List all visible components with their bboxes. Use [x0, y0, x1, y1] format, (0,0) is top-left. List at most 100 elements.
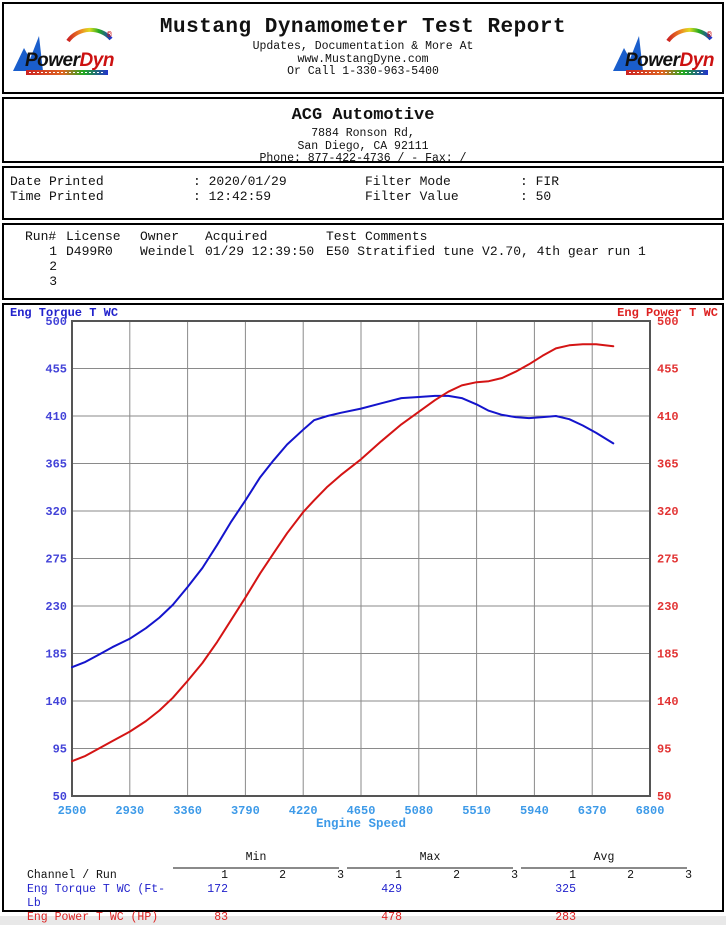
shop-info: ACG Automotive 7884 Ronson Rd, San Diego… — [2, 97, 724, 165]
x-tick-label: 3790 — [231, 804, 260, 818]
torque-curve — [71, 394, 615, 669]
left-y-tick-label: 185 — [45, 648, 67, 662]
time-printed-row: Time Printed : 12:42:59 — [10, 189, 365, 204]
power-channel-label: Eng Power T WC (HP) — [27, 911, 159, 924]
summary-group-min: Min — [173, 851, 339, 869]
time-printed-value: : 12:42:59 — [193, 189, 272, 204]
shop-name: ACG Automotive — [291, 106, 435, 125]
logo-wordmark: PowerDyne — [25, 50, 114, 71]
logo-swoosh-icon — [613, 36, 643, 71]
header-subtitle-1: Updates, Documentation & More At — [252, 40, 474, 53]
powerdyne-logo: PowerDyne ® — [12, 26, 125, 85]
right-y-tick-label: 230 — [657, 600, 679, 614]
x-axis-title: Engine Speed — [315, 817, 406, 831]
chart-section: Eng Torque T WC Eng Power T WC 50 50 95 95 1… — [2, 303, 724, 924]
summary-group-avg: Avg — [521, 851, 687, 869]
logo-rainbow-arc-icon — [666, 27, 713, 43]
power-avg-1: 283 — [555, 911, 576, 924]
summary-channel-row: Channel / Run 1 2 3 1 2 3 1 2 3 — [27, 869, 692, 882]
left-y-tick-label: 365 — [45, 458, 67, 472]
powerdyne-logo-graphic: PowerDyne ® — [13, 27, 125, 75]
left-y-tick-label: 140 — [45, 695, 67, 709]
filter-mode-label: Filter Mode — [365, 174, 451, 189]
run-table: Run# License Owner Acquired Test Comment… — [2, 223, 724, 300]
run-owner: Weindel — [140, 244, 195, 259]
filter-value-value: : 50 — [520, 189, 552, 204]
run-comments: E50 Stratified tune V2.70, 4th gear run … — [326, 244, 646, 259]
powerdyne-logo: PowerDyne ® — [612, 26, 725, 85]
torque-avg-1: 325 — [555, 883, 576, 896]
table-row: 3 — [25, 274, 722, 289]
power-min-1: 83 — [214, 911, 228, 924]
report-header: PowerDyne ® PowerDyne ® Mustang Dynamome… — [2, 2, 725, 94]
run-number: 3 — [49, 274, 57, 289]
right-y-tick-label: 500 — [657, 315, 679, 329]
col-header-owner: Owner — [140, 229, 180, 244]
header-subtitle-phone: Or Call 1-330-963-5400 — [287, 65, 439, 78]
x-tick-label: 4220 — [289, 804, 318, 818]
summary-group-header-row: Min Max Avg — [27, 851, 692, 869]
right-y-tick-label: 320 — [657, 505, 679, 519]
right-y-tick-label: 95 — [657, 743, 671, 757]
left-y-tick-label: 50 — [53, 790, 67, 804]
powerdyne-logo-graphic: PowerDyne ® — [613, 27, 725, 75]
header-subtitle-url: www.MustangDyne.com — [297, 52, 429, 66]
run-table-header: Run# License Owner Acquired Test Comment… — [25, 229, 722, 244]
right-y-tick-label: 275 — [657, 553, 679, 567]
channel-run-label: Channel / Run — [27, 869, 117, 882]
print-info: Date Printed : 2020/01/29 Time Printed : 1… — [2, 166, 724, 220]
right-y-tick-label: 410 — [657, 410, 679, 424]
col-header-comments: Test Comments — [326, 229, 428, 244]
power-max-1: 478 — [381, 911, 402, 924]
report-title: Mustang Dynamometer Test Report — [159, 16, 567, 39]
x-tick-label: 5080 — [404, 804, 433, 818]
x-tick-label: 6800 — [636, 804, 665, 818]
filter-mode-value: : FIR — [520, 174, 560, 189]
left-y-tick-label: 230 — [45, 600, 67, 614]
x-tick-label: 3360 — [173, 804, 202, 818]
left-y-tick-label: 95 — [53, 743, 67, 757]
date-printed-label: Date Printed — [10, 174, 104, 189]
summary-table: Min Max Avg Channel / Run 1 2 3 1 2 3 1 … — [27, 851, 692, 925]
shop-phone-fax: Phone: 877-422-4736 / - Fax: / — [259, 152, 467, 165]
logo-wordmark: PowerDyne — [625, 50, 714, 71]
x-tick-label: 2500 — [58, 804, 87, 818]
col-header-run: Run# — [25, 229, 57, 244]
col-header-acquired: Acquired — [205, 229, 268, 244]
x-tick-label: 6370 — [578, 804, 607, 818]
run-number: 1 — [49, 244, 57, 259]
plot-border — [71, 320, 651, 797]
date-printed-value: : 2020/01/29 — [193, 174, 287, 189]
logo-rainbow-arc-icon — [66, 27, 113, 43]
print-info-left: Date Printed : 2020/01/29 Time Printed : 1… — [10, 174, 365, 218]
col-header-license: License — [66, 229, 121, 244]
x-tick-label: 4650 — [347, 804, 376, 818]
left-y-tick-label: 275 — [45, 553, 67, 567]
left-y-tick-label: 455 — [45, 363, 67, 377]
x-tick-label: 5510 — [462, 804, 491, 818]
left-y-tick-label: 320 — [45, 505, 67, 519]
power-curve — [71, 343, 615, 763]
registered-mark: ® — [707, 31, 712, 40]
right-axis-title: Eng Power T WC — [617, 306, 718, 320]
shop-address-line1: 7884 Ronson Rd, — [311, 127, 415, 140]
torque-max-1: 429 — [381, 883, 402, 896]
table-row: 1 D499R0 Weindel 01/29 12:39:50 E50 Stra… — [25, 244, 722, 259]
torque-min-1: 172 — [207, 883, 228, 896]
date-printed-row: Date Printed : 2020/01/29 — [10, 174, 365, 189]
registered-mark: ® — [107, 31, 112, 40]
shop-address-line2: San Diego, CA 92111 — [297, 139, 429, 153]
time-printed-label: Time Printed — [10, 189, 104, 204]
run-license: D499R0 — [66, 244, 113, 259]
run-number: 2 — [49, 259, 57, 274]
right-y-tick-label: 140 — [657, 695, 679, 709]
print-info-right: Filter Mode: FIR Filter Value: 50 — [365, 174, 559, 218]
summary-group-max: Max — [347, 851, 513, 869]
right-y-tick-label: 365 — [657, 458, 679, 472]
left-y-tick-label: 500 — [45, 315, 67, 329]
summary-torque-row: Eng Torque T WC (Ft-Lb 172 429 325 — [27, 883, 692, 911]
dyno-chart: 50 50 95 95 140 140 185 185 230 230 275 275 320 320 36… — [45, 315, 679, 818]
right-y-tick-label: 455 — [657, 363, 679, 377]
table-row: 2 — [25, 259, 722, 274]
